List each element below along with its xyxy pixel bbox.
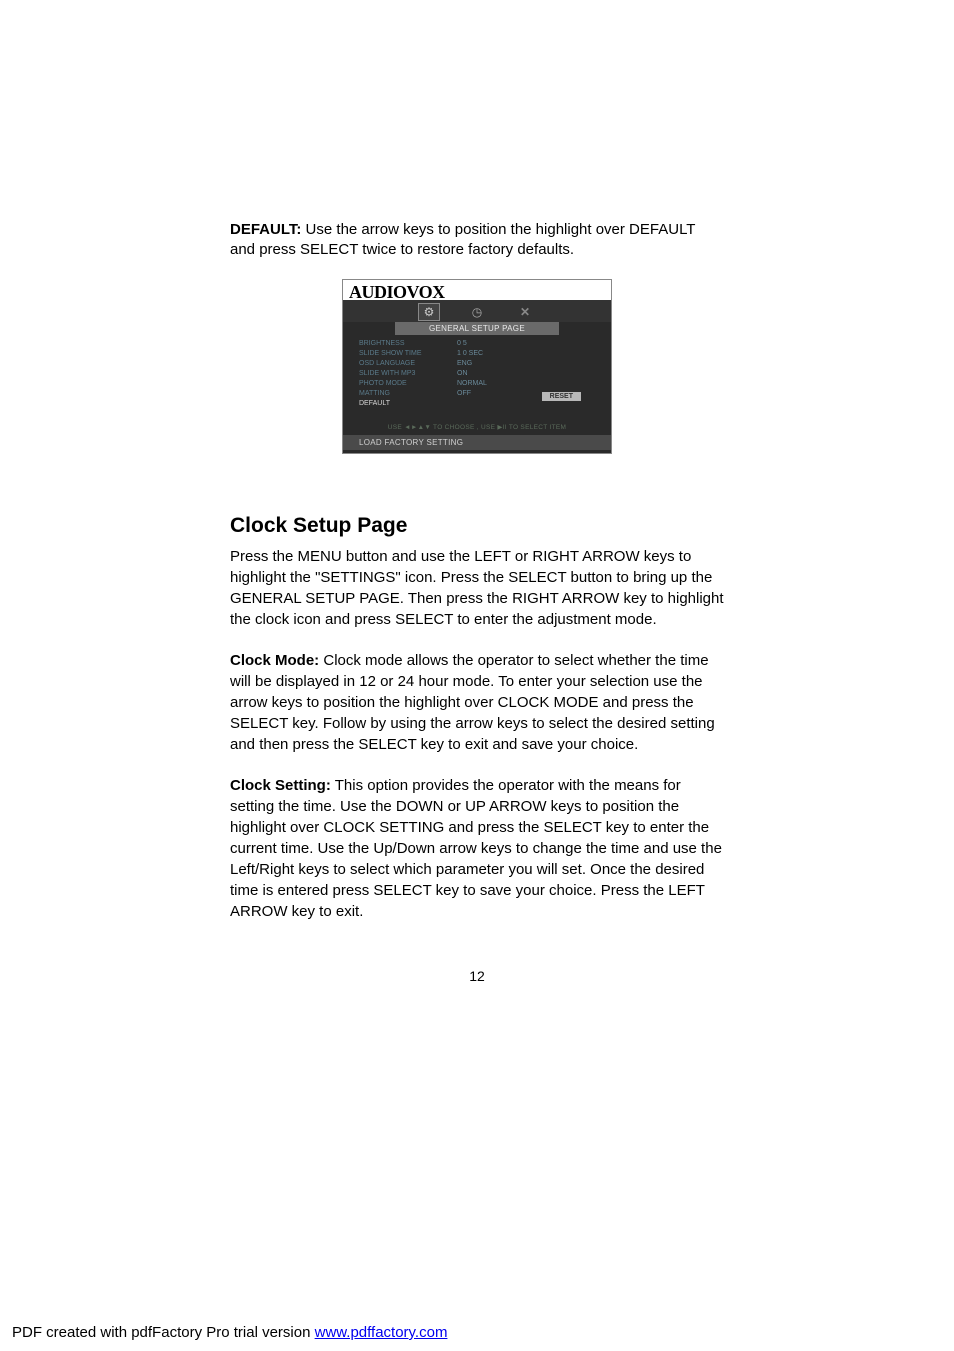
clock-setup-heading: Clock Setup Page xyxy=(230,514,724,538)
settings-icon: ⚙ xyxy=(418,303,440,321)
menu-row: SLIDE WITH MP3ON xyxy=(359,369,611,379)
reset-badge: RESET xyxy=(542,392,581,401)
pdf-footer: PDF created with pdfFactory Pro trial ve… xyxy=(12,1324,447,1341)
page-number: 12 xyxy=(230,968,724,984)
clock-setting-label: Clock Setting: xyxy=(230,777,331,794)
clock-setting-paragraph: Clock Setting: This option provides the … xyxy=(230,775,724,922)
setup-screenshot: AUDIOVOX ⚙ ◷ ✕ GENERAL SETUP PAGE BRIGHT… xyxy=(342,279,612,454)
menu-row: PHOTO MODENORMAL xyxy=(359,379,611,389)
screenshot-icon-row: ⚙ ◷ ✕ xyxy=(343,300,611,322)
clock-mode-paragraph: Clock Mode: Clock mode allows the operat… xyxy=(230,650,724,755)
clock-intro-paragraph: Press the MENU button and use the LEFT o… xyxy=(230,546,724,630)
menu-row: OSD LANGUAGEENG xyxy=(359,359,611,369)
default-label: DEFAULT: xyxy=(230,221,301,238)
clock-setting-text: This option provides the operator with t… xyxy=(230,777,722,920)
default-paragraph: DEFAULT: Use the arrow keys to position … xyxy=(230,220,724,261)
menu-row: BRIGHTNESS0 5 xyxy=(359,339,611,349)
menu-row-selected: DEFAULT xyxy=(359,399,611,409)
menu-row: SLIDE SHOW TIME1 0 SEC xyxy=(359,349,611,359)
screenshot-hint: USE ◄►▲▼ TO CHOOSE , USE ▶II TO SELECT I… xyxy=(343,423,611,431)
clock-icon: ◷ xyxy=(466,303,488,321)
footer-prefix: PDF created with pdfFactory Pro trial ve… xyxy=(12,1324,315,1341)
clock-mode-label: Clock Mode: xyxy=(230,652,319,669)
screenshot-brand: AUDIOVOX xyxy=(343,280,611,300)
screenshot-footer: LOAD FACTORY SETTING xyxy=(343,435,611,450)
screenshot-tab: GENERAL SETUP PAGE xyxy=(395,322,559,335)
footer-link[interactable]: www.pdffactory.com xyxy=(315,1324,448,1341)
close-icon: ✕ xyxy=(514,303,536,321)
